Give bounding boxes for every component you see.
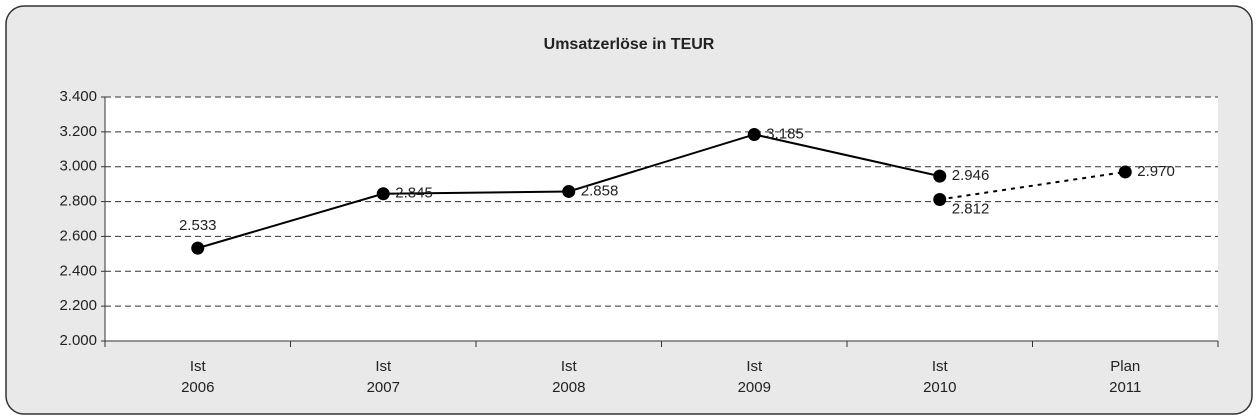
y-tick-label: 2.400	[59, 262, 97, 279]
x-tick-label: Ist	[746, 358, 763, 375]
marker	[747, 127, 761, 141]
marker	[191, 241, 205, 255]
x-tick-label: Ist	[190, 358, 207, 375]
x-tick-label: 2007	[367, 379, 400, 396]
marker	[1118, 165, 1132, 179]
y-tick-label: 2.000	[59, 332, 97, 349]
marker	[376, 187, 390, 201]
data-label: 3.185	[766, 125, 804, 142]
line	[939, 170, 1126, 201]
data-label: 2.845	[395, 185, 433, 202]
x-tick-label: 2006	[181, 379, 214, 396]
x-tick-label: 2010	[923, 379, 956, 396]
y-tick-label: 2.200	[59, 297, 97, 314]
y-tick-label: 2.600	[59, 227, 97, 244]
x-tick-label: Ist	[561, 358, 578, 375]
chart-title: Umsatzerlöse in TEUR	[544, 36, 715, 53]
marker	[933, 169, 947, 183]
x-tick-label: 2008	[552, 379, 585, 396]
marker	[933, 192, 947, 206]
data-label: 2.970	[1137, 163, 1175, 180]
y-tick-label: 3.200	[59, 123, 97, 140]
x-tick-label: Plan	[1110, 358, 1140, 375]
data-label: 2.812	[952, 200, 990, 217]
marker	[562, 184, 576, 198]
y-tick-label: 3.400	[59, 88, 97, 105]
y-tick-label: 2.800	[59, 193, 97, 210]
x-tick-label: Ist	[375, 358, 392, 375]
data-label: 2.858	[581, 182, 619, 199]
data-label: 2.946	[952, 167, 990, 184]
x-tick-label: Ist	[932, 358, 949, 375]
x-tick-label: 2011	[1109, 379, 1141, 396]
data-label: 2.533	[179, 217, 217, 234]
plot-area	[105, 97, 1218, 341]
y-tick-label: 3.000	[59, 158, 97, 175]
x-tick-label: 2009	[738, 379, 771, 396]
